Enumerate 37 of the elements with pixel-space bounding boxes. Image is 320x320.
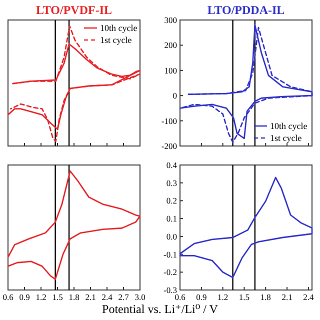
x-tick-label: 1.8 — [68, 292, 80, 302]
x-tick-label: 1.2 — [36, 292, 46, 302]
y-tick-label: 200 — [164, 40, 177, 50]
y-tick-label: 300 — [164, 15, 177, 25]
y-tick-label: 0.2 — [166, 196, 177, 206]
x-tick-label: 1.5 — [238, 292, 250, 302]
x-tick-label: 0.6 — [174, 292, 186, 302]
y-tick-label: 0.4 — [166, 160, 178, 170]
legend-label: 10th cycle — [270, 121, 308, 131]
y-tick-label: -0.1 — [164, 249, 177, 260]
x-tick-label: 2.4 — [102, 292, 114, 302]
legend-label: 1st cycle — [100, 35, 132, 45]
legend-label: 10th cycle — [100, 23, 138, 33]
legend-label: 1st cycle — [270, 133, 302, 143]
y-tick-label: 0.3 — [166, 178, 177, 188]
chart-title: LTO/PVDF-IL — [36, 3, 112, 17]
x-tick-label: 2.1 — [85, 292, 96, 302]
x-axis-title: Potential vs. Li⁺/Li⁰ / V — [102, 302, 218, 316]
x-tick-label: 1.2 — [218, 292, 228, 302]
y-tick-label: -200 — [161, 141, 177, 151]
y-tick-label: -0.3 — [164, 285, 177, 295]
chart-title: LTO/PDDA-IL — [207, 3, 285, 17]
x-tick-label: 0.6 — [2, 292, 14, 302]
x-tick-label: 2.1 — [282, 292, 292, 302]
y-tick-label: -100 — [161, 116, 177, 126]
y-tick-label: 0.1 — [166, 214, 177, 224]
y-tick-label: 100 — [164, 65, 177, 76]
x-tick-label: 1.8 — [260, 292, 271, 302]
x-tick-label: 2.7 — [118, 292, 129, 302]
x-tick-label: 1.5 — [52, 292, 63, 302]
x-tick-label: 0.9 — [196, 292, 207, 302]
y-tick-label: 0 — [172, 90, 177, 101]
y-tick-label: 0.0 — [166, 231, 177, 242]
x-tick-label: 3.0 — [134, 292, 146, 302]
y-tick-label: -0.2 — [164, 267, 177, 278]
x-tick-label: 2.4 — [303, 292, 314, 302]
x-tick-label: 0.9 — [19, 292, 30, 302]
